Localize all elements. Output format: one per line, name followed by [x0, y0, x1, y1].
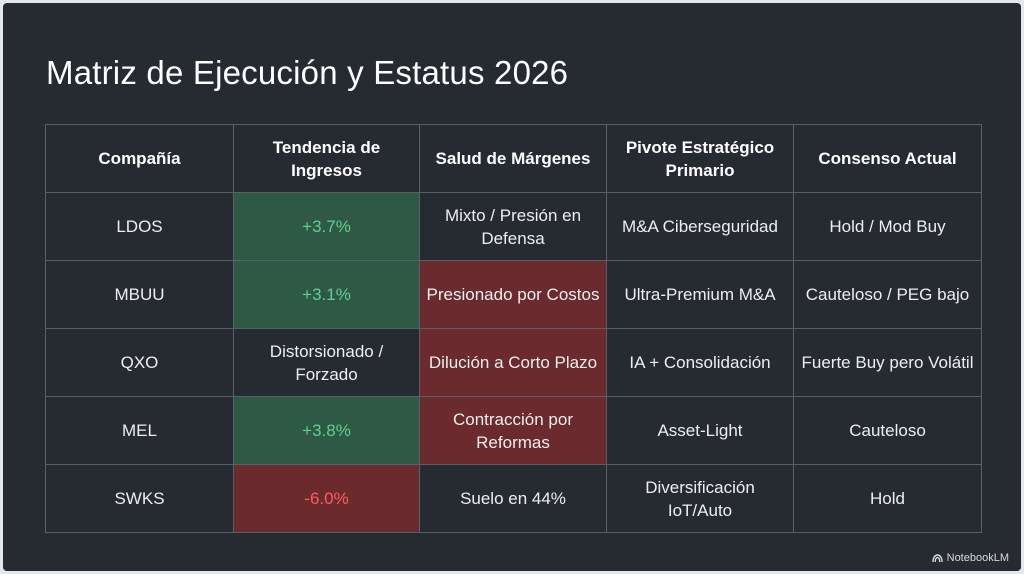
cell-revenue-trend: Distorsionado / Forzado: [233, 328, 420, 397]
cell-consensus: Cauteloso / PEG bajo: [793, 260, 982, 329]
cell-consensus: Hold / Mod Buy: [793, 192, 982, 261]
table-row: SWKS -6.0% Suelo en 44% Diversificación …: [45, 464, 982, 533]
table-row: MEL +3.8% Contracción por Reformas Asset…: [45, 396, 982, 465]
cell-margin-health: Mixto / Presión en Defensa: [419, 192, 607, 261]
cell-company: SWKS: [45, 464, 234, 533]
table-row: MBUU +3.1% Presionado por Costos Ultra-P…: [45, 260, 982, 329]
page-title: Matriz de Ejecución y Estatus 2026: [46, 54, 569, 91]
cell-margin-health: Dilución a Corto Plazo: [419, 328, 607, 397]
cell-strategic-pivot: Diversificación IoT/Auto: [606, 464, 794, 533]
cell-consensus: Cauteloso: [793, 396, 982, 465]
cell-margin-health: Contracción por Reformas: [419, 396, 607, 465]
header-company: Compañía: [45, 124, 234, 193]
cell-strategic-pivot: IA + Consolidación: [606, 328, 794, 397]
cell-company: MEL: [45, 396, 234, 465]
cell-company: MBUU: [45, 260, 234, 329]
cell-margin-health: Suelo en 44%: [419, 464, 607, 533]
cell-revenue-trend: +3.7%: [233, 192, 420, 261]
table-row: QXO Distorsionado / Forzado Dilución a C…: [45, 328, 982, 397]
cell-consensus: Hold: [793, 464, 982, 533]
header-strategic-pivot: Pivote Estratégico Primario: [606, 124, 794, 193]
cell-margin-health: Presionado por Costos: [419, 260, 607, 329]
cell-strategic-pivot: M&A Ciberseguridad: [606, 192, 794, 261]
cell-revenue-trend: +3.8%: [233, 396, 420, 465]
table-row: LDOS +3.7% Mixto / Presión en Defensa M&…: [45, 192, 982, 261]
cell-company: QXO: [45, 328, 234, 397]
slide: Matriz de Ejecución y Estatus 2026 Compa…: [3, 3, 1021, 571]
watermark-text: NotebookLM: [946, 552, 1009, 564]
watermark: NotebookLM: [931, 552, 1009, 564]
table-header-row: Compañía Tendencia de Ingresos Salud de …: [45, 124, 982, 193]
cell-company: LDOS: [45, 192, 234, 261]
header-revenue-trend: Tendencia de Ingresos: [233, 124, 420, 193]
cell-strategic-pivot: Asset-Light: [606, 396, 794, 465]
cell-strategic-pivot: Ultra-Premium M&A: [606, 260, 794, 329]
cell-revenue-trend: +3.1%: [233, 260, 420, 329]
notebooklm-logo-icon: [931, 553, 943, 562]
cell-revenue-trend: -6.0%: [233, 464, 420, 533]
cell-consensus: Fuerte Buy pero Volátil: [793, 328, 982, 397]
header-margin-health: Salud de Márgenes: [419, 124, 607, 193]
header-consensus: Consenso Actual: [793, 124, 982, 193]
status-matrix-table: Compañía Tendencia de Ingresos Salud de …: [45, 124, 982, 533]
